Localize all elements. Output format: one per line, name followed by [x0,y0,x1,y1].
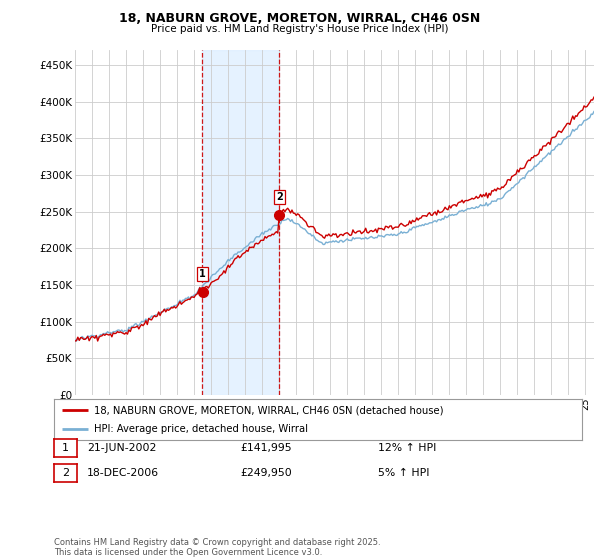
Text: 18-DEC-2006: 18-DEC-2006 [87,468,159,478]
Text: 2: 2 [62,468,69,478]
Text: £141,995: £141,995 [240,443,292,453]
Text: 2: 2 [276,192,283,202]
Text: 1: 1 [199,269,206,279]
Text: 18, NABURN GROVE, MORETON, WIRRAL, CH46 0SN: 18, NABURN GROVE, MORETON, WIRRAL, CH46 … [119,12,481,25]
Text: 21-JUN-2002: 21-JUN-2002 [87,443,157,453]
Text: £249,950: £249,950 [240,468,292,478]
Text: 18, NABURN GROVE, MORETON, WIRRAL, CH46 0SN (detached house): 18, NABURN GROVE, MORETON, WIRRAL, CH46 … [94,405,443,415]
Bar [202,50,278,395]
Text: HPI: Average price, detached house, Wirral: HPI: Average price, detached house, Wirr… [94,424,308,433]
Text: 1: 1 [62,443,69,453]
Text: 5% ↑ HPI: 5% ↑ HPI [378,468,430,478]
Text: Contains HM Land Registry data © Crown copyright and database right 2025.
This d: Contains HM Land Registry data © Crown c… [54,538,380,557]
Text: Price paid vs. HM Land Registry's House Price Index (HPI): Price paid vs. HM Land Registry's House … [151,24,449,34]
Text: 12% ↑ HPI: 12% ↑ HPI [378,443,436,453]
